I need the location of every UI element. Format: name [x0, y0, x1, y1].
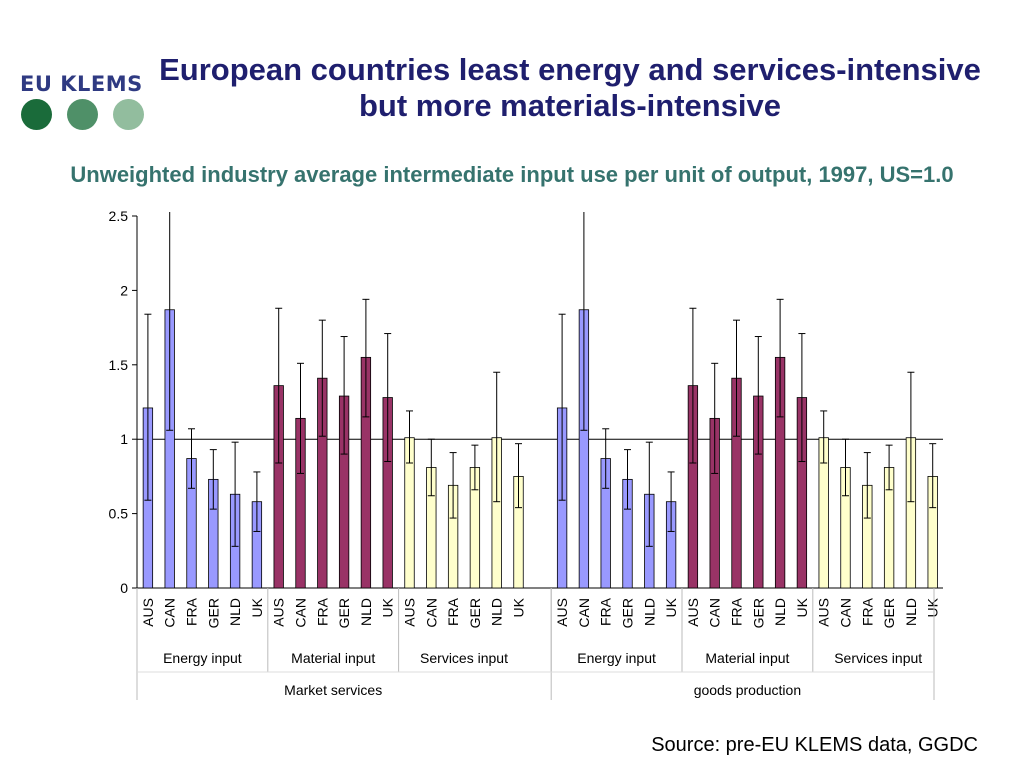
country-tick-label: FRA [445, 597, 461, 626]
country-tick-label: CAN [162, 598, 178, 628]
group-label: Energy input [577, 650, 656, 666]
country-tick-label: CAN [838, 598, 854, 628]
y-tick-label: 2.5 [109, 208, 129, 224]
country-tick-label: FRA [729, 597, 745, 626]
y-tick-label: 0.5 [109, 506, 129, 522]
logo-dot-light [113, 99, 144, 130]
sector-label: Market services [284, 682, 382, 698]
country-tick-label: CAN [576, 598, 592, 628]
y-tick-label: 2 [120, 282, 128, 298]
country-tick-label: AUS [271, 598, 287, 627]
sector-label: goods production [694, 682, 801, 698]
country-tick-label: FRA [598, 597, 614, 626]
country-tick-label: NLD [772, 598, 788, 626]
country-tick-label: UK [380, 597, 396, 617]
country-tick-label: NLD [903, 598, 919, 626]
y-tick-label: 1 [120, 431, 128, 447]
slide-title: European countries least energy and serv… [159, 52, 981, 123]
country-tick-label: GER [467, 598, 483, 628]
source-note: Source: pre-EU KLEMS data, GGDC [651, 734, 978, 756]
logo-dot-medium [67, 99, 98, 130]
country-tick-label: AUS [140, 598, 156, 627]
country-tick-label: AUS [402, 598, 418, 627]
country-tick-label: UK [511, 597, 527, 617]
country-tick-label: UK [249, 597, 265, 617]
country-tick-label: UK [794, 597, 810, 617]
country-tick-label: NLD [489, 598, 505, 626]
group-label: Material input [705, 650, 789, 666]
group-label: Services input [834, 650, 922, 666]
country-tick-label: AUS [554, 598, 570, 627]
eu-klems-logo: EU KLEMS [18, 70, 148, 134]
country-tick-label: NLD [641, 598, 657, 626]
country-tick-label: CAN [707, 598, 723, 628]
chart-title: Unweighted industry average intermediate… [70, 162, 954, 187]
group-label: Material input [291, 650, 375, 666]
group-label: Services input [420, 650, 508, 666]
country-tick-label: AUS [816, 598, 832, 627]
country-tick-label: FRA [859, 597, 875, 626]
country-tick-label: AUS [685, 598, 701, 627]
country-tick-label: NLD [227, 598, 243, 626]
country-tick-label: GER [881, 598, 897, 628]
country-tick-label: CAN [423, 598, 439, 628]
country-tick-label: GER [750, 598, 766, 628]
country-tick-label: NLD [358, 598, 374, 626]
country-tick-label: CAN [293, 598, 309, 628]
country-tick-label: GER [336, 598, 352, 628]
country-tick-label: GER [205, 598, 221, 628]
logo-text: EU KLEMS [20, 72, 143, 96]
country-tick-label: UK [925, 597, 941, 617]
logo-dot-dark [21, 99, 52, 130]
y-tick-label: 0 [120, 580, 128, 596]
country-tick-label: GER [620, 598, 636, 628]
y-tick-label: 1.5 [109, 357, 129, 373]
country-tick-label: UK [663, 597, 679, 617]
group-label: Energy input [163, 650, 242, 666]
country-tick-label: FRA [314, 597, 330, 626]
country-tick-label: FRA [184, 597, 200, 626]
